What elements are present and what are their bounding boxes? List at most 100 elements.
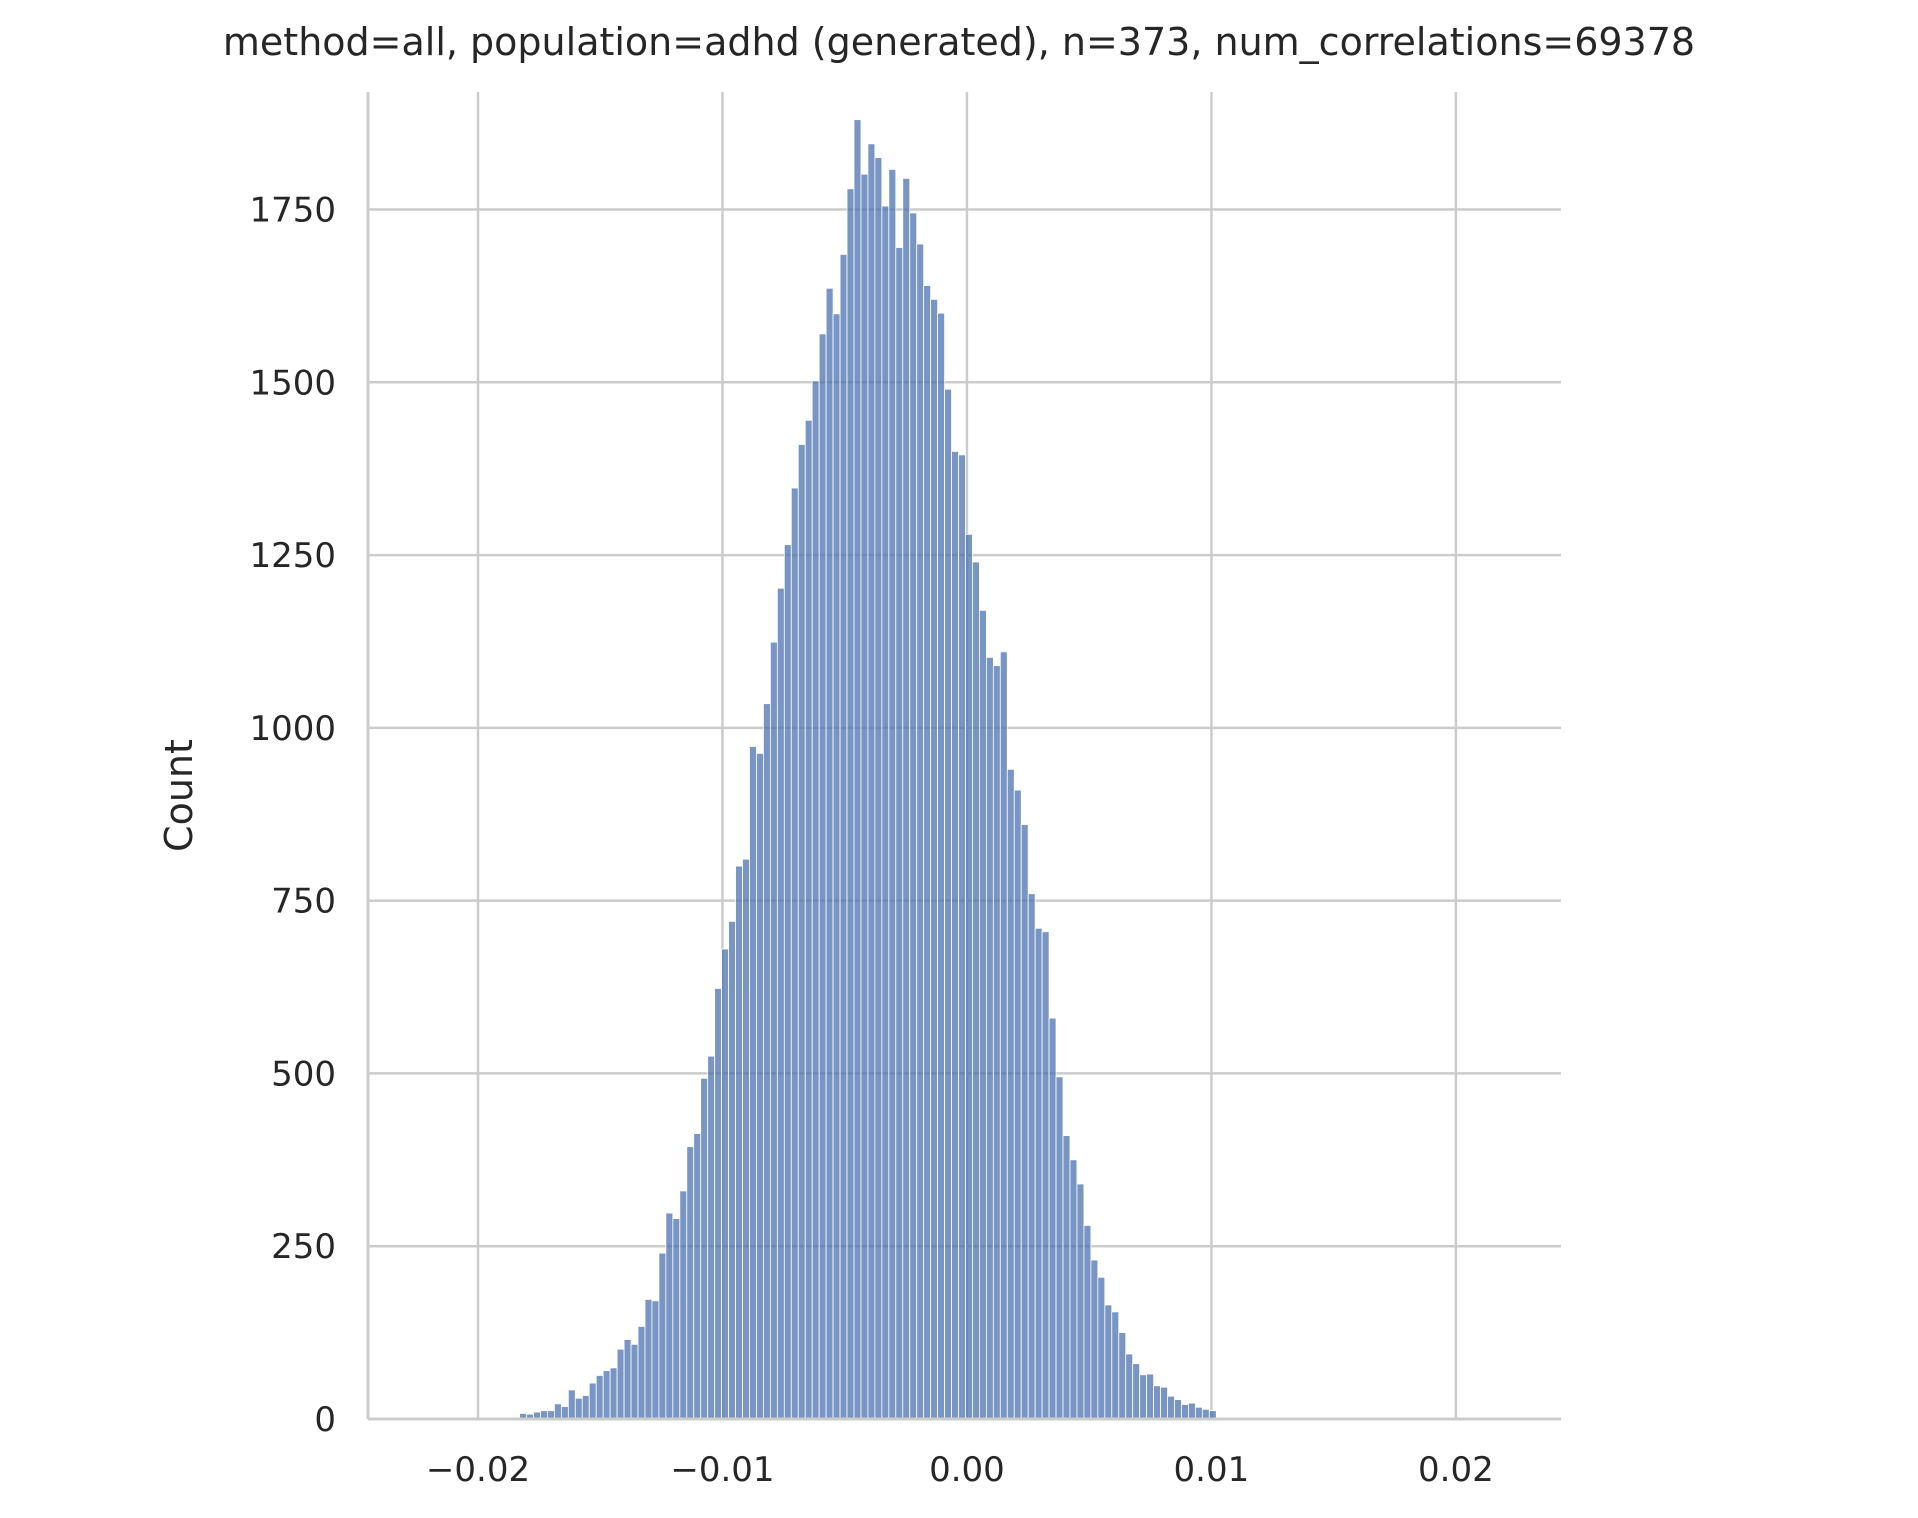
histogram-bar [909, 212, 918, 1420]
histogram-bar [888, 169, 897, 1420]
histogram-bar [693, 1133, 702, 1420]
histogram-bar [1139, 1374, 1148, 1420]
histogram-bar [1076, 1183, 1085, 1420]
histogram-bar [749, 746, 757, 1420]
histogram-bar [1090, 1259, 1099, 1420]
histogram-bar [602, 1370, 611, 1420]
histogram-bar [1006, 768, 1015, 1420]
y-tick-label: 1000 [249, 709, 336, 749]
histogram-bar [651, 1300, 660, 1420]
histogram-bar [763, 703, 771, 1420]
histogram-bar [951, 450, 959, 1420]
histogram-bar [672, 1218, 681, 1420]
histogram-bar [1069, 1159, 1078, 1420]
histogram-bar [588, 1382, 597, 1420]
histogram-bar [839, 254, 848, 1420]
histogram-bar [818, 333, 827, 1420]
histogram-bar [1160, 1386, 1168, 1420]
histogram-bar [1041, 931, 1050, 1420]
histogram-bar [1034, 927, 1043, 1420]
histogram-bar [895, 247, 904, 1420]
histogram-bar [700, 1077, 709, 1420]
y-tick-label: 750 [271, 882, 336, 922]
histogram-bar [776, 587, 785, 1420]
histogram-bar [916, 243, 925, 1420]
histogram-bar [902, 177, 911, 1420]
histogram-bar [1062, 1135, 1071, 1420]
histogram-bar [832, 313, 841, 1420]
histogram-bar [707, 1055, 716, 1420]
histogram-bar [944, 388, 952, 1420]
histogram-bar [930, 298, 939, 1420]
histogram-bar [867, 143, 876, 1420]
histogram-bar [1188, 1402, 1196, 1420]
histogram-bar [1083, 1225, 1092, 1420]
y-tick-label: 1500 [249, 363, 336, 403]
histogram-bar [1118, 1332, 1127, 1420]
histogram-bar [992, 665, 1001, 1420]
y-axis-label: Count [157, 739, 201, 852]
histogram-bar [616, 1348, 625, 1420]
histogram-bar [721, 948, 729, 1420]
y-tick-label: 500 [271, 1054, 336, 1094]
histogram-bar [1194, 1406, 1203, 1420]
histogram-bars [519, 119, 1217, 1420]
histogram-bar [686, 1146, 695, 1420]
histogram-bar [665, 1212, 674, 1420]
histogram-bar [560, 1406, 569, 1420]
histogram-bar [874, 157, 883, 1420]
histogram-bar [1111, 1311, 1120, 1420]
histogram-bar [1020, 824, 1029, 1420]
histogram-bar [567, 1389, 576, 1420]
histogram-bar [923, 285, 932, 1420]
histogram-bar [965, 533, 973, 1420]
histogram-bar [937, 312, 945, 1420]
histogram-bar [581, 1395, 590, 1420]
histogram-bar [714, 988, 723, 1420]
histogram-bar [1055, 1076, 1064, 1420]
x-tick-label: −0.01 [670, 1450, 774, 1490]
histogram-bar [1125, 1353, 1134, 1420]
histogram-bar [769, 641, 778, 1420]
histogram-bar [958, 454, 966, 1420]
histogram-bar [609, 1367, 618, 1420]
histogram-bar [1048, 1017, 1057, 1420]
histogram-bar [644, 1299, 653, 1420]
histogram-bar [1174, 1399, 1182, 1420]
histogram-bar [1146, 1373, 1154, 1420]
histogram-bar [985, 656, 994, 1420]
histogram-bar [1013, 789, 1022, 1420]
x-tick-labels: −0.02 −0.01 0.00 0.01 0.02 [426, 1450, 1494, 1490]
histogram-bar [735, 865, 743, 1420]
histogram-bar [554, 1403, 562, 1420]
axes [366, 92, 1561, 1421]
histogram-bar [1153, 1385, 1161, 1420]
x-tick-label: 0.01 [1174, 1450, 1250, 1490]
histogram-bar [1181, 1404, 1189, 1420]
histogram-bar [804, 419, 813, 1420]
x-tick-label: −0.02 [426, 1450, 530, 1490]
histogram-bar [630, 1343, 639, 1420]
histogram-bar [979, 609, 987, 1420]
histogram-bar [658, 1252, 667, 1420]
y-tick-label: 250 [271, 1227, 336, 1267]
x-tick-label: 0.02 [1418, 1450, 1494, 1490]
histogram-bar [742, 858, 750, 1420]
histogram-bar [1167, 1395, 1175, 1420]
histogram-bar [1104, 1304, 1113, 1420]
y-tick-label: 1250 [249, 536, 336, 576]
histogram-bar [881, 205, 890, 1420]
histogram-bar [783, 544, 792, 1420]
histogram-bar [1097, 1276, 1106, 1420]
histogram-bar [679, 1190, 688, 1420]
histogram-bar [797, 444, 806, 1420]
histogram-bar [846, 188, 855, 1420]
histogram-bar [825, 287, 834, 1420]
histogram-bar [756, 753, 764, 1420]
histogram-bar [790, 487, 799, 1420]
x-tick-label: 0.00 [929, 1450, 1005, 1490]
chart-title: method=all, population=adhd (generated),… [223, 20, 1695, 64]
histogram-bar [972, 561, 980, 1420]
y-tick-label: 1750 [249, 190, 336, 230]
histogram-bar [1132, 1363, 1141, 1420]
